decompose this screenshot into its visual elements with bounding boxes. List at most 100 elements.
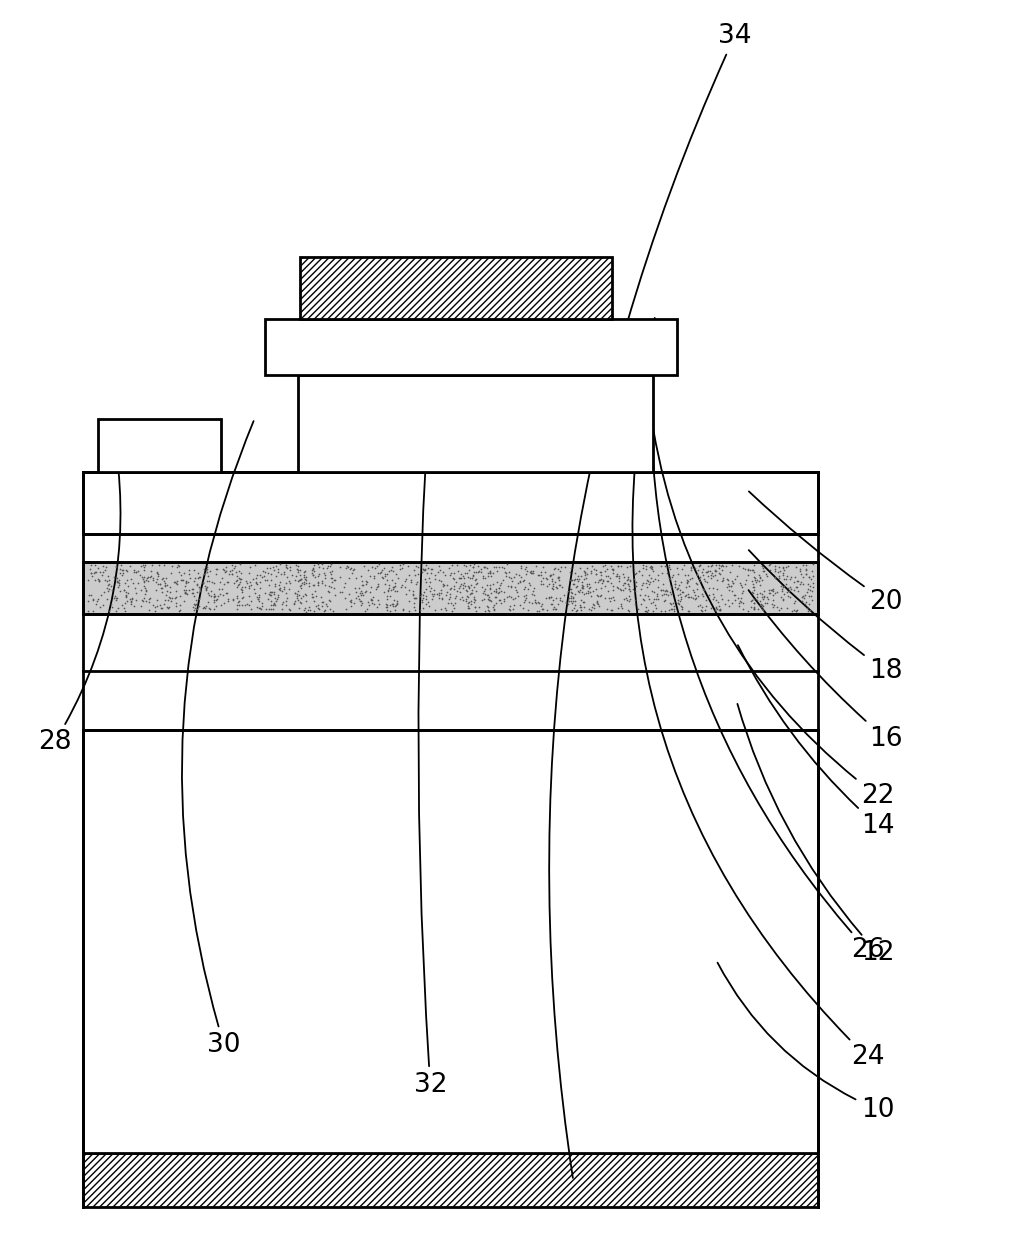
- Point: [662, 558, 678, 578]
- Point: [740, 560, 757, 580]
- Point: [740, 602, 757, 622]
- Point: [118, 560, 134, 580]
- Point: [478, 595, 495, 615]
- Point: [778, 598, 795, 618]
- Point: [220, 589, 237, 609]
- Point: [140, 567, 157, 587]
- Point: [475, 583, 492, 603]
- Point: [761, 580, 777, 600]
- Point: [744, 574, 761, 594]
- Point: [584, 555, 600, 575]
- Point: [588, 579, 604, 599]
- Point: [635, 558, 651, 578]
- Point: [801, 602, 817, 622]
- Point: [470, 562, 486, 582]
- Point: [416, 583, 432, 603]
- Point: [509, 582, 525, 602]
- Point: [743, 559, 760, 579]
- Point: [114, 559, 130, 579]
- Point: [208, 564, 224, 584]
- Point: [252, 598, 268, 618]
- Point: [579, 574, 595, 594]
- Point: [529, 592, 546, 612]
- Point: [601, 588, 617, 608]
- Point: [431, 588, 447, 608]
- Point: [602, 573, 618, 593]
- Point: [466, 589, 482, 609]
- Point: [316, 600, 333, 620]
- Point: [125, 573, 141, 593]
- Point: [388, 595, 404, 615]
- Point: [785, 600, 802, 620]
- Point: [386, 600, 402, 620]
- Point: [721, 580, 737, 600]
- Point: [804, 562, 820, 582]
- Point: [783, 602, 800, 622]
- Point: [140, 589, 157, 609]
- Point: [410, 557, 426, 577]
- Point: [140, 593, 157, 613]
- Point: [455, 574, 471, 594]
- Point: [759, 593, 775, 613]
- Point: [445, 563, 462, 583]
- Point: [306, 575, 323, 595]
- Point: [348, 582, 365, 602]
- Point: [795, 585, 811, 605]
- Point: [128, 563, 144, 583]
- Point: [512, 572, 528, 592]
- Point: [447, 585, 464, 605]
- Point: [798, 564, 814, 584]
- Point: [802, 577, 818, 597]
- Point: [597, 555, 613, 575]
- Point: [287, 590, 303, 610]
- Point: [100, 567, 117, 587]
- Point: [565, 570, 582, 590]
- Point: [563, 570, 580, 590]
- Point: [196, 564, 212, 584]
- Point: [265, 557, 282, 577]
- Point: [523, 563, 540, 583]
- Point: [246, 579, 262, 599]
- Point: [764, 580, 780, 600]
- Point: [389, 568, 406, 588]
- Point: [364, 557, 380, 577]
- Point: [454, 587, 470, 607]
- Point: [799, 598, 815, 618]
- Point: [622, 589, 638, 609]
- Point: [786, 594, 803, 614]
- Point: [700, 578, 717, 598]
- Point: [563, 592, 580, 612]
- Point: [278, 583, 294, 603]
- Point: [426, 600, 442, 620]
- Point: [305, 588, 322, 608]
- Point: [451, 578, 467, 598]
- Point: [463, 575, 479, 595]
- Point: [705, 563, 721, 583]
- Point: [535, 557, 551, 577]
- Point: [575, 592, 592, 612]
- Point: [480, 563, 497, 583]
- Point: [647, 569, 664, 589]
- Point: [689, 579, 706, 599]
- Point: [672, 592, 688, 612]
- Point: [466, 562, 482, 582]
- Point: [290, 570, 306, 590]
- Point: [482, 583, 499, 603]
- Point: [318, 558, 335, 578]
- Point: [461, 592, 477, 612]
- Point: [324, 568, 340, 588]
- Point: [458, 592, 474, 612]
- Point: [389, 594, 406, 614]
- Point: [580, 580, 596, 600]
- Point: [490, 582, 507, 602]
- Point: [475, 580, 492, 600]
- Point: [180, 580, 197, 600]
- Point: [122, 569, 138, 589]
- Point: [257, 562, 273, 582]
- Point: [517, 558, 534, 578]
- Point: [352, 582, 369, 602]
- Point: [616, 567, 633, 587]
- Point: [118, 587, 134, 607]
- Point: [406, 593, 422, 613]
- Point: [667, 574, 683, 594]
